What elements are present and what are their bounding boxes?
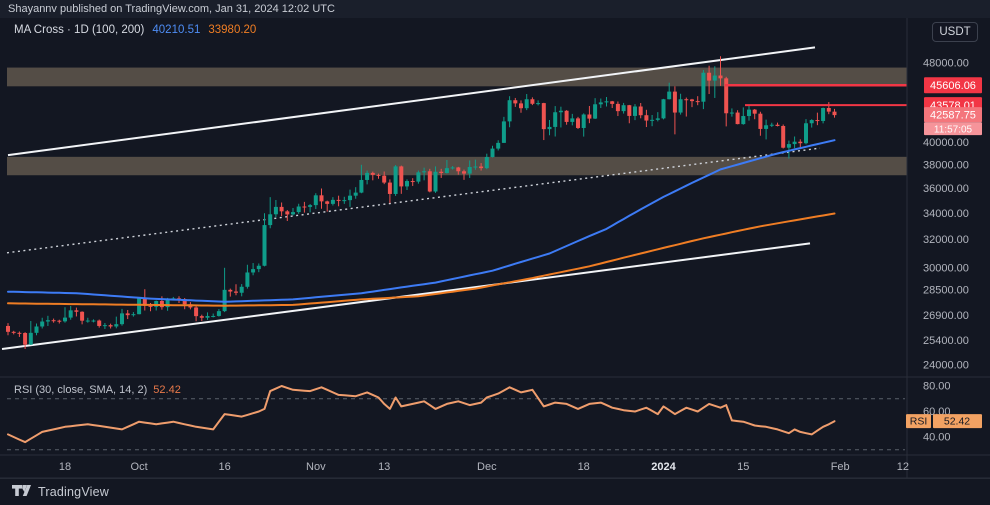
svg-text:48000.00: 48000.00 (923, 58, 969, 70)
currency-button-usdt[interactable]: USDT (932, 22, 978, 42)
svg-text:RSI: RSI (910, 416, 928, 428)
svg-text:Dec: Dec (477, 461, 497, 473)
svg-text:80.00: 80.00 (923, 381, 951, 393)
ma100-line (7, 139, 836, 303)
trendline-channel-mid (6, 147, 821, 254)
pane-borders (0, 18, 990, 479)
svg-text:36000.00: 36000.00 (923, 183, 969, 195)
published-text: Shayannv published on TradingView.com, J… (8, 3, 335, 15)
svg-text:32000.00: 32000.00 (923, 234, 969, 246)
indicator-title: MA Cross · 1D (100, 200) (14, 24, 145, 36)
svg-text:16: 16 (218, 461, 230, 473)
svg-text:12: 12 (897, 461, 909, 473)
svg-text:24000.00: 24000.00 (923, 360, 969, 372)
tradingview-brand-text[interactable]: TradingView (38, 485, 109, 499)
resistance-support-bands (7, 67, 907, 176)
ma100-value: 40210.51 (152, 24, 201, 36)
time-axis[interactable]: 18 Oct 16 Nov 13 Dec 18 2024 15 Feb 12 (59, 461, 909, 473)
svg-text:Feb: Feb (831, 461, 850, 473)
svg-text:38000.00: 38000.00 (923, 159, 969, 171)
svg-text:28500.00: 28500.00 (923, 285, 969, 297)
rsi-value: 52.42 (153, 384, 181, 396)
svg-text:18: 18 (59, 461, 71, 473)
svg-text:Oct: Oct (131, 461, 148, 473)
svg-text:42587.75: 42587.75 (930, 109, 976, 121)
svg-text:34000.00: 34000.00 (923, 208, 969, 220)
svg-text:30000.00: 30000.00 (923, 262, 969, 274)
svg-text:52.42: 52.42 (944, 416, 970, 428)
svg-text:25400.00: 25400.00 (923, 335, 969, 347)
trendline-channel-top (7, 46, 816, 157)
svg-text:2024: 2024 (651, 461, 676, 473)
svg-text:Nov: Nov (306, 461, 326, 473)
svg-text:40.00: 40.00 (923, 432, 951, 444)
svg-text:18: 18 (578, 461, 590, 473)
resistance-levels (725, 84, 907, 107)
tradingview-logo-icon[interactable] (12, 485, 31, 499)
rsi-pane (7, 385, 905, 451)
svg-text:45606.06: 45606.06 (930, 80, 976, 92)
indicator-legend[interactable]: MA Cross · 1D (100, 200) 40210.51 33980.20 (14, 24, 256, 36)
rsi-legend[interactable]: RSI (30, close, SMA, 14, 2) 52.42 (14, 384, 181, 396)
published-bar: Shayannv published on TradingView.com, J… (0, 0, 990, 18)
svg-text:15: 15 (737, 461, 749, 473)
candles-layer (6, 56, 837, 349)
svg-text:40000.00: 40000.00 (923, 137, 969, 149)
ma200-line (7, 212, 836, 307)
svg-text:13: 13 (378, 461, 390, 473)
svg-text:11:57:05: 11:57:05 (934, 124, 973, 135)
rsi-line (7, 385, 836, 444)
price-axis[interactable]: 48000.00 40000.00 38000.00 36000.00 34000.00… (906, 58, 982, 444)
footer-bar: TradingView (0, 478, 990, 505)
rsi-title: RSI (30, close, SMA, 14, 2) (14, 384, 148, 396)
svg-text:26900.00: 26900.00 (923, 310, 969, 322)
ma200-value: 33980.20 (208, 24, 257, 36)
